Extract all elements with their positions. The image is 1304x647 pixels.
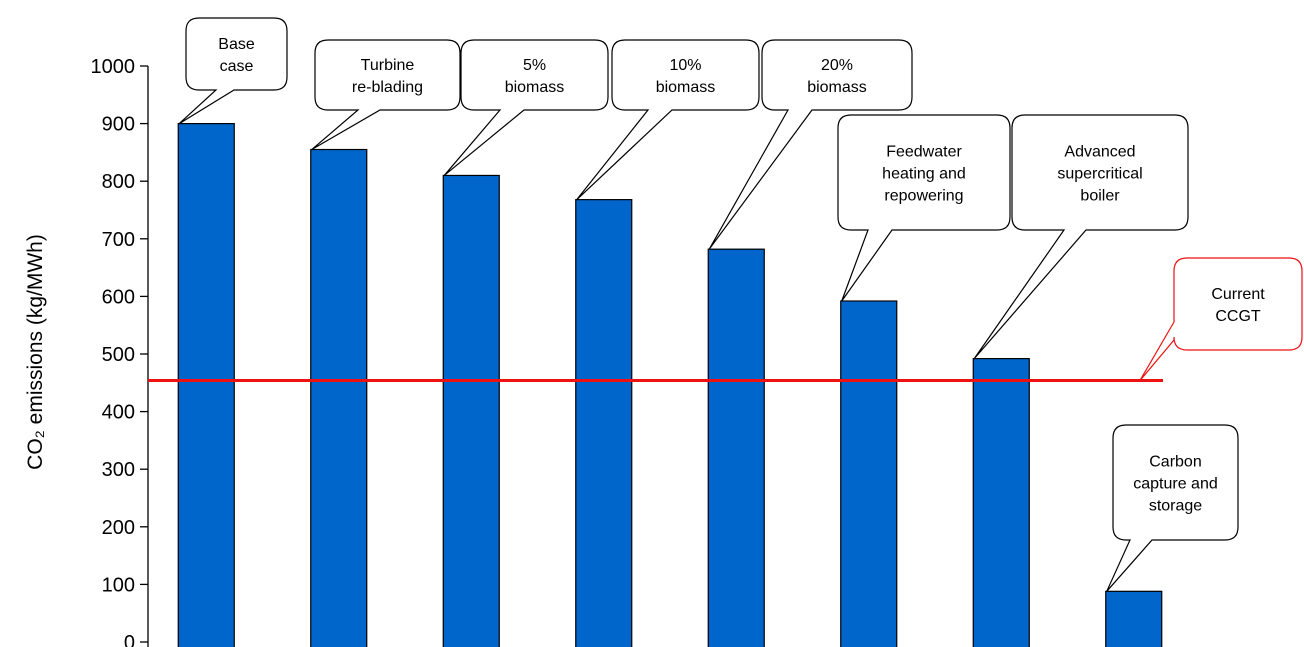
callout-1-text: Base [218, 36, 255, 53]
callout-2-shape [311, 39, 461, 151]
bar [1105, 590, 1163, 647]
bar [442, 174, 500, 647]
y-tick-label: 700 [102, 229, 135, 251]
bar [972, 358, 1030, 647]
callout-2-text: re-blading [352, 79, 423, 96]
callout-7-text: supercritical [1057, 166, 1142, 183]
callout-5-text: 20% [821, 57, 853, 74]
callout-5-shape [708, 39, 913, 250]
callout-6-shape [837, 114, 1011, 302]
callout-6-text: Feedwater [886, 144, 962, 161]
callout-4-shape [576, 39, 760, 201]
callout-6-text: heating and [882, 166, 966, 183]
callout-7-text: boiler [1080, 188, 1120, 205]
callout-2-text: Turbine [361, 57, 415, 74]
y-tick-label: 300 [102, 459, 135, 481]
bar [310, 148, 368, 647]
callout-1-shape [178, 17, 288, 125]
callout-8-shape [1106, 424, 1239, 592]
y-axis-title: CO₂ emissions (kg/MWh) [24, 234, 47, 470]
y-tick-label: 200 [102, 517, 135, 539]
current-ccgt-callout-shape [1139, 257, 1303, 381]
current-ccgt-callout: Current CCGT [1139, 257, 1303, 381]
callout-3-text: 5% [523, 57, 546, 74]
reference-line-group: Current CCGT [148, 257, 1303, 382]
callout-8-text: capture and [1133, 476, 1218, 493]
callout-4: 10% biomass [576, 39, 760, 201]
y-tick-label: 600 [102, 286, 135, 308]
y-tick-label: 500 [102, 344, 135, 366]
current-ccgt-callout-text: Current [1211, 286, 1265, 303]
callout-4-text: 10% [669, 57, 701, 74]
callout-1-text: case [220, 58, 254, 75]
bar [177, 122, 235, 647]
callouts: Base case Turbine re-blading 5% biomass 10% bio… [178, 17, 1239, 592]
callout-7-shape [973, 114, 1189, 360]
y-axis: 0 100 200 300 400 500 600 700 800 900 1000 [91, 56, 149, 647]
callout-6: Feedwater heating and repowering [837, 114, 1011, 302]
callout-8-text: Carbon [1149, 454, 1201, 471]
y-tick-label: 100 [102, 574, 135, 596]
y-tick-label: 900 [102, 114, 135, 136]
bar [707, 248, 765, 647]
callout-8-text: storage [1149, 498, 1202, 515]
callout-1: Base case [178, 17, 288, 125]
bar [840, 300, 898, 647]
callout-3-shape [443, 39, 609, 176]
y-tick-label: 1000 [91, 56, 136, 78]
callout-8: Carbon capture and storage [1106, 424, 1239, 592]
callout-5-text: biomass [807, 79, 867, 96]
y-tick-label: 400 [102, 402, 135, 424]
callout-6-text: repowering [884, 188, 963, 205]
callout-3: 5% biomass [443, 39, 609, 176]
callout-4-text: biomass [656, 79, 716, 96]
y-tick-label: 0 [124, 632, 135, 647]
callout-2: Turbine re-blading [311, 39, 461, 151]
callout-7-text: Advanced [1064, 144, 1135, 161]
callout-5: 20% biomass [708, 39, 913, 250]
current-ccgt-callout-text: CCGT [1215, 308, 1261, 325]
callout-3-text: biomass [505, 79, 565, 96]
bars [177, 122, 1163, 647]
y-tick-label: 800 [102, 171, 135, 193]
bar [575, 199, 633, 647]
callout-7: Advanced supercritical boiler [973, 114, 1189, 360]
